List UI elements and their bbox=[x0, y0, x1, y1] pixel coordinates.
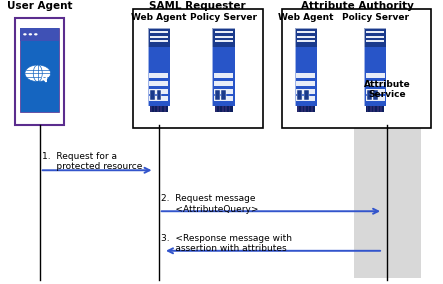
Text: Web Agent: Web Agent bbox=[278, 13, 334, 22]
Bar bbox=[215, 106, 217, 112]
Text: Attribute Authority: Attribute Authority bbox=[301, 1, 414, 11]
Bar bbox=[133, 9, 263, 128]
Bar bbox=[149, 89, 168, 94]
Text: 3.  <Response message with
     assertion with attributes: 3. <Response message with assertion with… bbox=[161, 234, 292, 253]
Bar bbox=[218, 106, 220, 112]
Bar bbox=[297, 106, 315, 112]
Bar bbox=[20, 28, 59, 41]
Bar bbox=[295, 28, 317, 47]
Bar bbox=[222, 90, 226, 101]
Bar bbox=[149, 81, 168, 86]
Bar bbox=[214, 96, 233, 101]
Circle shape bbox=[29, 33, 32, 36]
Bar bbox=[295, 28, 317, 112]
Text: Attribute
Service: Attribute Service bbox=[364, 80, 411, 99]
Bar bbox=[148, 47, 170, 106]
Bar bbox=[367, 106, 369, 112]
Bar bbox=[157, 106, 159, 112]
Bar bbox=[366, 40, 384, 42]
Bar bbox=[150, 90, 155, 101]
Bar bbox=[297, 36, 315, 38]
Bar bbox=[297, 31, 315, 34]
Bar bbox=[150, 31, 168, 34]
Bar bbox=[20, 28, 59, 112]
Bar bbox=[214, 73, 233, 78]
Bar bbox=[148, 28, 170, 47]
Text: Policy Server: Policy Server bbox=[342, 13, 409, 22]
Bar bbox=[214, 89, 233, 94]
Bar bbox=[150, 40, 168, 42]
Bar bbox=[377, 106, 379, 112]
Bar bbox=[366, 81, 385, 86]
Bar bbox=[311, 106, 313, 112]
Bar bbox=[282, 9, 431, 128]
Text: Web Agent: Web Agent bbox=[131, 13, 187, 22]
Bar bbox=[150, 106, 152, 112]
Bar bbox=[366, 73, 385, 78]
Bar bbox=[370, 106, 372, 112]
Bar bbox=[301, 106, 303, 112]
Bar bbox=[149, 96, 168, 101]
Bar bbox=[295, 47, 317, 106]
Bar bbox=[304, 106, 306, 112]
Bar bbox=[154, 106, 155, 112]
Bar bbox=[213, 28, 235, 112]
Bar bbox=[214, 81, 233, 86]
Text: 2.  Request message
     <AttributeQuery>: 2. Request message <AttributeQuery> bbox=[161, 194, 258, 214]
Bar bbox=[15, 18, 64, 125]
Bar bbox=[307, 106, 309, 112]
Bar bbox=[225, 106, 227, 112]
Circle shape bbox=[34, 33, 38, 36]
Bar bbox=[297, 40, 315, 42]
Bar bbox=[150, 36, 168, 38]
Circle shape bbox=[25, 65, 51, 82]
Bar bbox=[215, 106, 233, 112]
Text: User Agent: User Agent bbox=[7, 1, 73, 11]
Text: SAML Requester: SAML Requester bbox=[149, 1, 246, 11]
Bar bbox=[213, 47, 235, 106]
Bar bbox=[373, 90, 378, 101]
Bar bbox=[296, 81, 315, 86]
Bar bbox=[215, 40, 233, 42]
Bar bbox=[160, 106, 162, 112]
Bar bbox=[229, 106, 230, 112]
Bar bbox=[213, 28, 235, 47]
Bar bbox=[304, 90, 309, 101]
Bar bbox=[366, 31, 384, 34]
Bar bbox=[149, 73, 168, 78]
Bar bbox=[150, 106, 168, 112]
Bar bbox=[215, 36, 233, 38]
Bar bbox=[366, 89, 385, 94]
Text: 1.  Request for a
     protected resource: 1. Request for a protected resource bbox=[42, 152, 142, 171]
Bar bbox=[297, 106, 299, 112]
Bar bbox=[366, 106, 384, 112]
Circle shape bbox=[23, 33, 27, 36]
Bar bbox=[354, 118, 421, 278]
Bar bbox=[148, 28, 170, 112]
Bar bbox=[296, 73, 315, 78]
Bar bbox=[380, 106, 382, 112]
Bar bbox=[366, 96, 385, 101]
Bar bbox=[215, 31, 233, 34]
Bar bbox=[222, 106, 224, 112]
Bar bbox=[296, 96, 315, 101]
Bar bbox=[156, 90, 161, 101]
Bar bbox=[215, 90, 220, 101]
Bar bbox=[364, 47, 386, 106]
Bar bbox=[297, 90, 302, 101]
Bar bbox=[373, 106, 375, 112]
Bar bbox=[366, 36, 384, 38]
Bar bbox=[164, 106, 166, 112]
Text: Policy Server: Policy Server bbox=[190, 13, 257, 22]
Bar bbox=[296, 89, 315, 94]
Bar bbox=[367, 90, 372, 101]
Bar bbox=[364, 28, 386, 112]
Bar bbox=[364, 28, 386, 47]
